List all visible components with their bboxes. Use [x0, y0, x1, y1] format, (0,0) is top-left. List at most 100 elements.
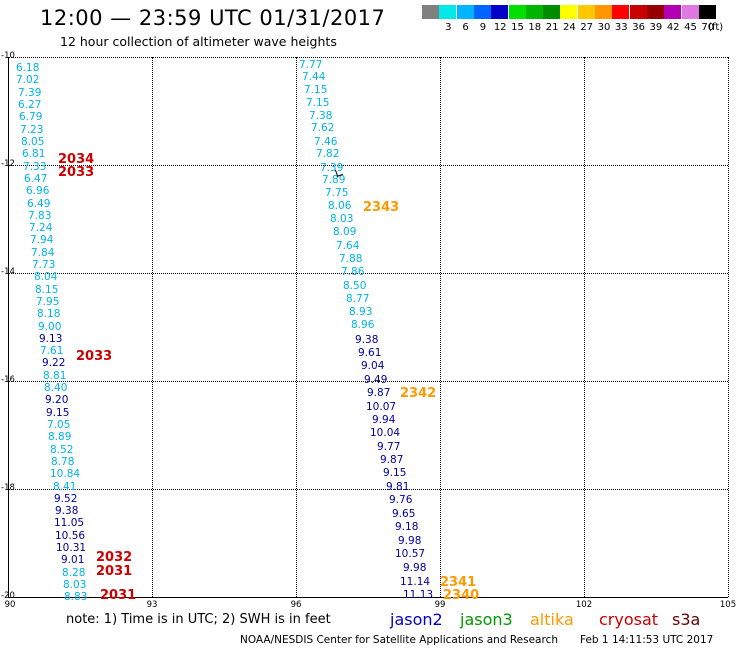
wave-height-value: 10.57	[395, 548, 426, 560]
pass-time-label: 2033	[76, 349, 113, 364]
wave-height-value: 8.93	[349, 306, 373, 318]
generated-timestamp: Feb 1 14:11:53 UTC 2017	[580, 634, 714, 646]
wave-height-value: 7.86	[341, 266, 365, 278]
wave-height-value: 9.38	[55, 505, 79, 517]
scale-label: 15	[511, 22, 524, 33]
wave-height-value: 9.38	[355, 334, 379, 346]
wave-height-value: 7.94	[30, 234, 54, 246]
lon-tick-label: 96	[290, 600, 302, 610]
scale-swatch	[629, 5, 647, 19]
pass-time-label: 2031	[96, 564, 133, 579]
scale-swatch	[664, 5, 682, 19]
pass-time-label: 2343	[363, 200, 400, 215]
wave-height-value: 9.65	[392, 508, 416, 520]
wave-height-value: 9.98	[403, 562, 427, 574]
scale-swatch	[543, 5, 561, 19]
pass-time-label: 2032	[96, 550, 133, 565]
wave-height-value: 11.13	[403, 589, 434, 601]
grid-line-lon-105	[728, 57, 729, 597]
lat-tick-label: -14	[1, 267, 15, 277]
wave-height-value: 6.47	[24, 173, 48, 185]
lat-tick-label: -10	[1, 51, 15, 61]
lon-tick-label: 90	[4, 600, 16, 610]
scale-swatch	[473, 5, 491, 19]
lat-tick-label: -20	[1, 591, 15, 601]
wave-height-value: 8.15	[35, 284, 59, 296]
grid-line-lat-14	[8, 273, 728, 274]
wave-height-value: 7.02	[16, 74, 40, 86]
map-subtitle: 12 hour collection of altimeter wave hei…	[60, 34, 337, 49]
lat-tick-label: -12	[1, 159, 15, 169]
wave-height-value: 8.77	[346, 293, 370, 305]
wave-height-value: 8.28	[62, 567, 86, 579]
grid-line-lon-102	[584, 57, 585, 597]
scale-label: 3	[445, 22, 452, 33]
wave-height-value: 7.82	[316, 148, 340, 160]
scale-swatch	[508, 5, 526, 19]
wave-height-value: 7.46	[314, 136, 338, 148]
lat-tick-label: -16	[1, 375, 15, 385]
plot-bottom-border	[8, 597, 728, 598]
scale-swatch	[646, 5, 664, 19]
wave-height-value: 9.13	[39, 333, 63, 345]
wave-height-value: 7.38	[309, 110, 333, 122]
legend-cryosat: cryosat	[599, 610, 659, 629]
scale-swatch	[577, 5, 595, 19]
wave-height-value: 7.83	[28, 210, 52, 222]
scale-label: 6	[462, 22, 469, 33]
wave-height-value: 7.33	[23, 161, 47, 173]
wave-height-value: 9.00	[38, 321, 62, 333]
wave-height-value: 9.22	[42, 357, 66, 369]
grid-line-lat-16	[8, 381, 728, 382]
lat-tick-label: -18	[1, 483, 15, 493]
scale-swatch	[439, 5, 457, 19]
wave-height-value: 8.03	[330, 213, 354, 225]
pass-time-label: 2342	[400, 386, 437, 401]
wave-height-value: 7.15	[306, 97, 330, 109]
wave-height-value: 8.96	[351, 319, 375, 331]
lon-tick-label: 99	[434, 600, 446, 610]
legend-altika: altika	[530, 610, 574, 629]
wave-height-value: 8.81	[43, 370, 67, 382]
grid-line-lon-96	[296, 57, 297, 597]
wave-height-value: 9.49	[364, 374, 388, 386]
wave-height-value: 8.04	[34, 271, 58, 283]
wave-height-value: 9.15	[383, 467, 407, 479]
wave-height-value: 7.05	[47, 419, 71, 431]
scale-label: 36	[632, 22, 645, 33]
scale-label: 12	[493, 22, 507, 33]
grid-line-lat-12	[8, 165, 728, 166]
wave-height-value: 9.94	[372, 414, 396, 426]
lon-tick-label: 102	[575, 600, 593, 610]
wave-height-value: 9.98	[398, 535, 422, 547]
wave-height-value: 9.52	[54, 493, 78, 505]
wave-height-value: 11.14	[400, 576, 431, 588]
pass-time-label: 2033	[58, 165, 95, 180]
footnote: note: 1) Time is in UTC; 2) SWH is in fe…	[66, 612, 331, 627]
wave-height-value: 8.18	[37, 308, 61, 320]
wave-height-value: 10.56	[55, 530, 86, 542]
scale-swatch	[456, 5, 474, 19]
wave-height-value: 7.88	[339, 253, 363, 265]
wave-height-value: 7.61	[40, 345, 64, 357]
wave-height-value: 6.81	[22, 148, 46, 160]
pass-time-label: 2340	[443, 588, 480, 603]
scale-swatch	[525, 5, 543, 19]
scale-unit: (ft)	[708, 22, 724, 33]
scale-label: 70	[701, 22, 715, 33]
wave-height-value: 6.96	[26, 185, 50, 197]
wave-height-value: 7.84	[31, 247, 55, 259]
wave-height-value: 7.15	[304, 84, 328, 96]
wave-height-value: 6.79	[19, 111, 43, 123]
wave-height-value: 7.73	[32, 259, 56, 271]
wave-height-value: 9.04	[361, 360, 385, 372]
scale-label: 18	[528, 22, 542, 33]
wave-height-value: 8.50	[343, 280, 367, 292]
wave-height-value: 7.24	[29, 222, 53, 234]
wave-height-value: 6.18	[16, 62, 40, 74]
scale-swatch	[491, 5, 509, 19]
legend-s3a: s3a	[672, 610, 701, 629]
wave-height-value: 9.76	[389, 494, 413, 506]
wave-height-value: 7.75	[325, 187, 349, 199]
